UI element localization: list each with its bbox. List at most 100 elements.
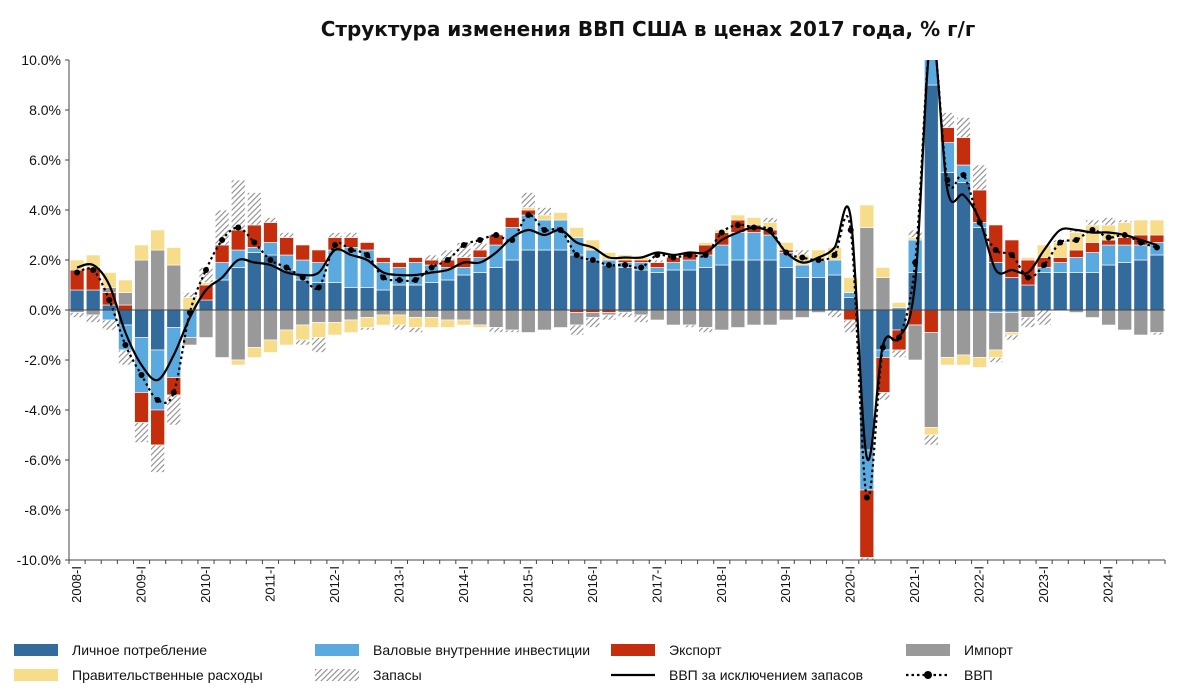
gdp-point-2021-I [912,259,919,266]
bar-inventories-2021-II [924,434,939,446]
bar-consumption-2024-II [1117,262,1132,311]
bar-consumption-2017-II [666,269,681,311]
bar-consumption-2017-III [682,269,697,311]
bar-imports-2009-III [166,264,181,311]
bar-imports-2017-IV [698,309,713,328]
bar-consumption-2013-I [392,284,407,311]
bar-imports-2010-IV [247,309,262,348]
gdp-point-2009-I [138,372,145,378]
bar-consumption-2023-I [1036,272,1052,311]
bar-imports-2009-II [150,249,165,311]
bar-consumption-2013-II [408,284,423,311]
x-tick-label: 2010-I [198,566,213,603]
bar-imports-2020-II [859,227,875,311]
x-tick-label: 2020-I [843,566,858,603]
bar-inventories-2012-I [327,232,343,238]
legend-label: Валовые внутренние инвестиции [373,642,590,658]
bar-exports-2011-I [263,222,278,243]
bar-exports-2009-I [134,392,149,423]
bar-imports-2016-IV [633,309,649,316]
bar-inventories-2012-III [359,327,375,331]
bar-imports-2012-III [359,309,375,318]
bar-investment-2014-I [456,267,472,276]
bar-inventories-2010-II [214,209,230,246]
gdp-point-2022-III [1008,252,1015,258]
bar-imports-2017-II [666,309,681,326]
bar-government-2015-III [553,212,568,221]
bar-inventories-2008-IV [118,349,133,366]
legend-swatch [611,644,655,656]
legend-swatch [315,644,359,656]
bar-inventories-2014-II [472,242,488,251]
bar-government-2012-IV [376,314,391,326]
gdp-point-2012-III [364,252,371,258]
bar-investment-2023-II [1053,262,1068,273]
bar-government-2012-I [327,322,343,336]
x-tick-label: 2019-I [778,566,793,603]
bar-investment-2024-III [1133,244,1149,261]
gdp-point-2022-I [976,219,983,226]
gdp-point-2019-II [799,254,806,261]
bar-exports-2009-II [150,409,165,446]
x-tick-label: 2022-I [972,566,987,603]
bar-government-2012-III [359,317,375,328]
bar-consumption-2009-III [166,309,181,328]
bar-inventories-2011-II [279,232,294,238]
bar-imports-2023-IV [1085,309,1100,318]
bar-investment-2009-III [166,327,181,378]
gdp-point-2017-III [686,252,693,258]
bar-inventories-2017-III [682,324,697,328]
bar-inventories-2013-I [392,324,407,331]
gdp-point-2021-IV [960,172,967,178]
bar-inventories-2022-III [1004,334,1020,341]
bar-government-2024-IV [1149,219,1165,236]
bar-consumption-2014-IV [504,259,520,311]
bar-government-2012-II [343,319,359,333]
bar-government-2022-II [988,349,1003,358]
gdp-point-2020-III [879,344,886,351]
bar-investment-2018-II [730,232,746,261]
legend-item-government: Правительственные расходы [14,667,263,683]
bar-inventories-2021-I [907,229,923,238]
bar-exports-2021-IV [956,137,971,166]
legend-swatch [14,669,58,681]
bar-inventories-2010-III [231,179,246,231]
gdp-point-2015-II [541,227,548,233]
bar-government-2014-II [472,324,488,328]
bar-exports-2024-II [1117,237,1132,246]
legend-label: Импорт [964,642,1014,658]
bar-imports-2014-IV [504,309,520,331]
bar-government-2015-I [521,207,536,211]
y-tick-label: 0.0% [29,302,61,318]
x-tick-label: 2015-I [520,566,535,603]
bar-government-2014-I [456,319,472,326]
bar-imports-2017-I [650,309,665,321]
y-tick-label: 2.0% [29,252,61,268]
bar-exports-2012-III [359,242,375,251]
bar-exports-2024-I [1101,239,1116,246]
bar-imports-2022-I [972,309,987,358]
bar-exports-2024-IV [1149,234,1165,243]
bar-inventories-2013-II [408,327,423,333]
gdp-point-2019-I [783,249,790,256]
bar-exports-2023-III [1069,249,1084,258]
gdp-point-2016-I [589,257,596,263]
bar-consumption-2017-I [650,272,665,311]
bar-consumption-2012-I [327,282,343,311]
y-tick-label: 4.0% [29,202,61,218]
bar-exports-2014-IV [504,217,520,228]
legend-item-gdp: ВВП [906,667,993,683]
bar-imports-2021-I [907,324,923,361]
bar-imports-2015-III [553,309,568,328]
bar-exports-2011-IV [311,249,327,263]
bar-inventories-2021-IV [956,117,971,138]
gdp-point-2010-IV [251,239,258,246]
bar-imports-2009-I [134,259,149,311]
bar-inventories-2011-III [295,339,310,346]
gdp-point-2020-II [863,494,870,501]
legend-item-inventories: Запасы [315,667,422,683]
bar-investment-2015-III [553,219,568,251]
bar-exports-2008-IV [118,304,133,311]
legend-swatch [14,644,58,656]
bar-consumption-2012-III [359,287,375,311]
